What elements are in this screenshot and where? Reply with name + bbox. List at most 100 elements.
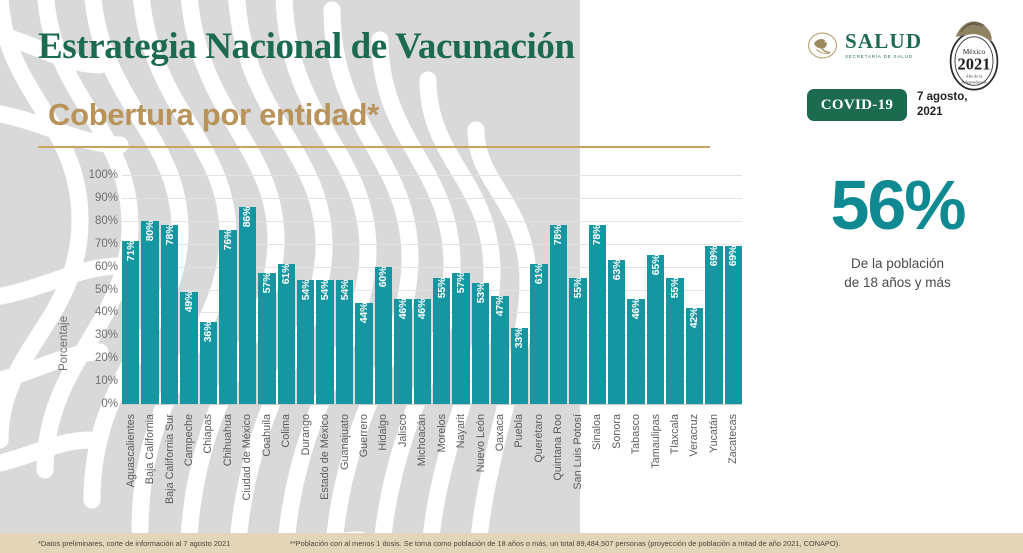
x-tick-label: Tlaxcala xyxy=(668,414,681,455)
bar[interactable]: 63% xyxy=(607,260,626,404)
bar-slot: 78% xyxy=(588,175,606,404)
x-tick-label: Campeche xyxy=(183,414,196,467)
bar[interactable]: 65% xyxy=(646,255,665,404)
y-tick-label: 100% xyxy=(88,169,118,181)
bar-slot: 47% xyxy=(491,175,509,404)
y-tick-label: 90% xyxy=(94,191,118,204)
bar[interactable]: 33% xyxy=(510,328,529,404)
bar-slot: 54% xyxy=(316,175,334,404)
bar[interactable]: 69% xyxy=(705,246,723,404)
x-label-slot: Tlaxcala xyxy=(666,412,683,522)
bar[interactable]: 78% xyxy=(588,225,606,404)
bar[interactable]: 78% xyxy=(549,225,568,404)
bar[interactable]: 55% xyxy=(666,278,684,404)
bar-slot: 55% xyxy=(666,175,684,404)
bar-slot: 63% xyxy=(607,175,626,404)
x-tick-label: Tabasco xyxy=(630,414,643,455)
x-label-slot: Puebla xyxy=(511,412,528,522)
bar[interactable]: 57% xyxy=(452,273,470,404)
y-tick-label: 60% xyxy=(94,260,118,273)
x-tick-label: Puebla xyxy=(513,414,526,448)
x-label-slot: Chiapas xyxy=(200,412,217,522)
bar[interactable]: 42% xyxy=(685,307,704,404)
x-tick-label: Sonora xyxy=(610,414,623,449)
x-label-slot: Baja California Sur xyxy=(161,412,178,522)
x-tick-label: Baja California xyxy=(144,414,157,485)
bar[interactable]: 46% xyxy=(413,298,431,404)
coverage-bar-chart: Porcentaje 100% 90% 80% 70% 60% 50% 40% 30% 20% 1… xyxy=(58,166,758,526)
bar[interactable]: 69% xyxy=(724,246,742,404)
bar[interactable]: 78% xyxy=(160,225,179,404)
bar[interactable]: 71% xyxy=(122,241,140,404)
x-tick-label: Estado de México xyxy=(319,414,332,500)
svg-text:México: México xyxy=(963,47,986,56)
bar-slot: 36% xyxy=(199,175,218,404)
x-label-slot: Sinaloa xyxy=(589,412,606,522)
bar-slot: 57% xyxy=(258,175,276,404)
bar-slot: 61% xyxy=(277,175,295,404)
bar-slot: 78% xyxy=(160,175,179,404)
x-label-slot: Nuevo León xyxy=(472,412,489,522)
y-axis-label: Porcentaje xyxy=(58,316,70,371)
bar[interactable]: 49% xyxy=(180,292,198,404)
x-label-slot: Zacatecas xyxy=(725,412,742,522)
bar[interactable]: 61% xyxy=(530,264,548,404)
bar[interactable]: 61% xyxy=(277,264,295,404)
bar-value-label: 42% xyxy=(688,307,701,329)
bar-slot: 65% xyxy=(646,175,665,404)
x-tick-label: Guerrero xyxy=(357,414,370,458)
x-tick-label: Morelos xyxy=(435,414,448,453)
bar-value-label: 53% xyxy=(474,282,487,303)
salud-subtitle: SECRETARÍA DE SALUD xyxy=(845,54,913,60)
x-tick-label: Tamaulipas xyxy=(649,414,662,469)
y-tick-label: 20% xyxy=(94,352,118,365)
bar[interactable]: 54% xyxy=(296,280,315,404)
svg-text:Año de la: Año de la xyxy=(966,74,983,79)
bar[interactable]: 86% xyxy=(238,207,257,404)
x-tick-label: Chiapas xyxy=(202,414,215,454)
x-label-slot: Baja California xyxy=(141,412,158,522)
y-tick-label: 80% xyxy=(94,214,118,227)
bar-value-label: 46% xyxy=(630,298,643,319)
footer-bar: *Datos preliminares, corte de informació… xyxy=(0,533,1023,553)
bar[interactable]: 60% xyxy=(374,266,393,404)
bar-value-label: 55% xyxy=(435,277,448,299)
y-axis-ticks: 100% 90% 80% 70% 60% 50% 40% 30% 20% 10% 0% xyxy=(72,166,118,410)
bar[interactable]: 55% xyxy=(569,278,587,404)
x-label-slot: Durango xyxy=(297,412,314,522)
x-tick-label: Colima xyxy=(280,414,293,448)
national-coverage-stat: 56% De la población de 18 años y más xyxy=(790,170,1005,292)
bar[interactable]: 55% xyxy=(433,277,451,404)
salud-logo: SALUD SECRETARÍA DE SALUD xyxy=(807,30,922,61)
y-tick-label: 50% xyxy=(94,283,118,296)
bar-slot: 60% xyxy=(374,175,393,404)
bar[interactable]: 53% xyxy=(471,282,490,404)
bar[interactable]: 46% xyxy=(394,298,412,404)
bar[interactable]: 80% xyxy=(141,220,159,404)
bar[interactable]: 46% xyxy=(627,298,645,404)
x-label-slot: Guerrero xyxy=(355,412,372,522)
x-label-slot: Colima xyxy=(278,412,295,522)
bar-slot: 33% xyxy=(510,175,529,404)
bar-slot: 55% xyxy=(433,175,451,404)
bar[interactable]: 47% xyxy=(491,296,509,404)
bar-value-label: 47% xyxy=(494,296,507,317)
bar[interactable]: 54% xyxy=(316,280,334,404)
x-tick-label: Hidalgo xyxy=(377,414,390,451)
bar[interactable]: 54% xyxy=(335,280,354,404)
x-label-slot: Querétaro xyxy=(530,412,547,522)
x-tick-label: Oaxaca xyxy=(494,414,507,452)
x-tick-label: San Luis Potosí xyxy=(571,414,584,490)
bar-slot: 61% xyxy=(530,175,548,404)
x-label-slot: Guanajuato xyxy=(336,412,353,522)
bar[interactable]: 76% xyxy=(219,230,237,404)
bar-value-label: 80% xyxy=(144,220,157,242)
bar[interactable]: 44% xyxy=(355,303,373,404)
svg-text:Independencia: Independencia xyxy=(961,80,986,85)
bar[interactable]: 57% xyxy=(258,273,276,404)
mexico-government-seal-icon xyxy=(808,32,837,59)
x-tick-label: Durango xyxy=(299,414,312,456)
bar[interactable]: 36% xyxy=(199,321,218,404)
bar-slot: 44% xyxy=(355,175,373,404)
